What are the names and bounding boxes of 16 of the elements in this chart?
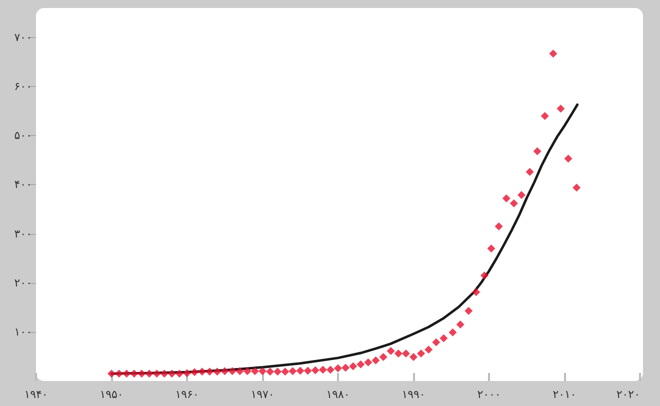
y-tick-label: ۱۰۰	[14, 325, 32, 338]
y-tick-label: ۴۰۰	[14, 178, 32, 192]
x-tick-label: ۲۰۲۰	[616, 388, 640, 401]
y-tick-label: ۳۰۰	[14, 227, 32, 240]
x-tick-label: ۲۰۱۰	[552, 388, 576, 401]
y-tick-label: ۲۰۰	[14, 276, 32, 290]
y-tick-label: ۶۰۰	[14, 80, 32, 94]
x-tick-label: ۱۹۶۰	[175, 388, 199, 401]
x-tick-label: ۱۹۸۰	[326, 388, 350, 401]
x-tick-label: ۱۹۴۰	[24, 388, 48, 401]
y-tick-label: ۷۰۰	[14, 30, 32, 44]
x-tick-label: ۱۹۷۰	[250, 388, 274, 401]
x-tick-label: ۱۹۹۰	[402, 388, 426, 401]
y-tick-label: ۵۰۰	[14, 129, 32, 142]
x-tick-label: ۱۹۵۰	[100, 388, 124, 401]
x-tick-label: ۲۰۰۰	[477, 388, 501, 401]
